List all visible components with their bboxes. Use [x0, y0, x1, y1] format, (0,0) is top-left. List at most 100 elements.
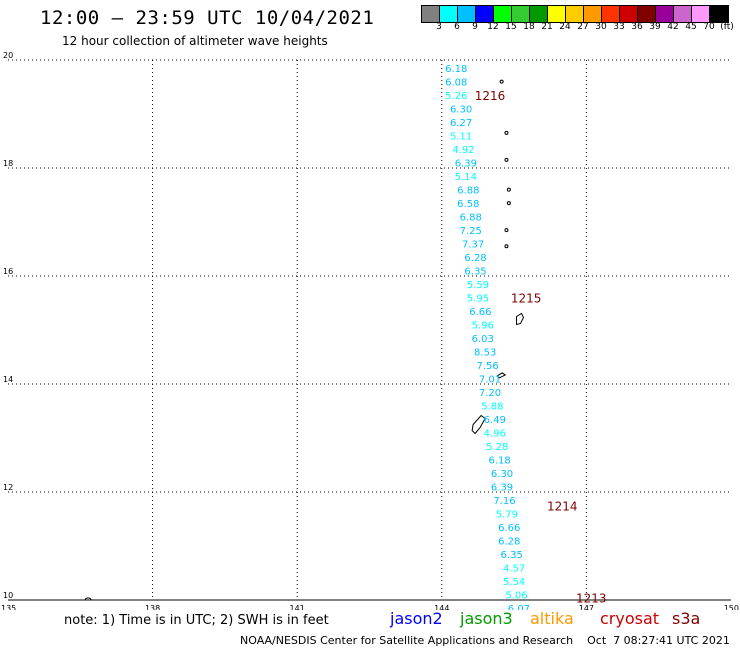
- swh-value-label: 6.35: [464, 267, 486, 278]
- swh-value-label: 5.26: [445, 91, 467, 102]
- legend-swatch: [674, 6, 692, 22]
- swh-value-label: 8.53: [474, 348, 496, 359]
- legend-swatch: [494, 6, 512, 22]
- color-legend-bar: [421, 5, 729, 23]
- legend-swatch: [620, 6, 638, 22]
- time-label: 1214: [547, 500, 578, 514]
- swh-value-label: 6.18: [445, 64, 467, 75]
- legend-label: 9: [472, 22, 478, 32]
- island-outline: [506, 187, 511, 192]
- guam-outline: [471, 414, 486, 435]
- swh-value-label: 6.88: [460, 213, 482, 224]
- swh-value-label: 6.07: [508, 604, 530, 610]
- swh-value-label: 5.06: [505, 591, 527, 602]
- x-tick-label: 150: [724, 604, 739, 610]
- swh-value-label: 7.01: [479, 375, 501, 386]
- swh-value-label: 6.30: [450, 105, 472, 116]
- legend-label: 42: [667, 22, 679, 32]
- legend-label: 27: [577, 22, 589, 32]
- satellite-legend-jason3: jason3: [460, 609, 513, 628]
- legend-swatch: [656, 6, 674, 22]
- x-tick-label: 135: [1, 604, 16, 610]
- satellite-legend-jason2: jason2: [390, 609, 443, 628]
- swh-value-label: 6.18: [489, 456, 511, 467]
- legend-swatch: [638, 6, 656, 22]
- legend-label: 36: [631, 22, 643, 32]
- swh-value-label: 5.95: [467, 294, 489, 305]
- chart-title: 12:00 – 23:59 UTC 10/04/2021: [40, 7, 375, 29]
- legend-label: 30: [595, 22, 607, 32]
- legend-swatch: [548, 6, 566, 22]
- swh-value-label: 6.66: [469, 307, 491, 318]
- swh-value-label: 6.58: [457, 199, 479, 210]
- y-tick-label: 20: [3, 51, 13, 60]
- island-outline: [504, 130, 509, 135]
- legend-label: 70: [703, 22, 715, 32]
- legend-swatch: [692, 6, 710, 22]
- legend-label: 39: [649, 22, 661, 32]
- chart-subtitle: 12 hour collection of altimeter wave hei…: [62, 34, 328, 48]
- y-tick-label: 16: [3, 267, 13, 276]
- swh-value-label: 6.03: [472, 334, 494, 345]
- swh-value-label: 6.66: [498, 523, 520, 534]
- x-tick-label: 144: [434, 604, 449, 610]
- island-outline: [504, 244, 509, 249]
- legend-label: 24: [559, 22, 571, 32]
- swh-value-label: 5.28: [486, 442, 508, 453]
- legend-swatch: [566, 6, 584, 22]
- legend-label: 45: [685, 22, 697, 32]
- legend-swatch: [602, 6, 620, 22]
- swh-value-label: 4.92: [452, 145, 474, 156]
- swh-value-label: 6.28: [464, 253, 486, 264]
- legend-label: 33: [613, 22, 625, 32]
- island-outline: [499, 79, 504, 84]
- swh-value-label: 6.39: [455, 159, 477, 170]
- satellite-legend-s3a: s3a: [672, 609, 701, 628]
- credit-footer: NOAA/NESDIS Center for Satellite Applica…: [240, 634, 730, 647]
- swh-value-label: 6.39: [491, 483, 513, 494]
- x-tick-label: 138: [145, 604, 160, 610]
- legend-label: 6: [454, 22, 460, 32]
- footnote: note: 1) Time is in UTC; 2) SWH is in fe…: [64, 613, 329, 628]
- swh-value-label: 7.16: [493, 496, 515, 507]
- legend-swatch: [530, 6, 548, 22]
- swh-value-label: 4.96: [484, 429, 506, 440]
- x-tick-label: 147: [579, 604, 594, 610]
- legend-swatch: [710, 6, 728, 22]
- time-label: 1216: [475, 89, 506, 103]
- swh-value-label: 7.56: [476, 361, 498, 372]
- legend-label: (ft): [720, 22, 734, 32]
- satellite-legend-cryosat: cryosat: [600, 609, 660, 628]
- swh-value-label: 6.28: [498, 537, 520, 548]
- map-plot: 135 138 141 144 147 150 10 1214 16 18 20 6.18 6.08 5.…: [1, 51, 739, 610]
- x-tick-label: 141: [290, 604, 305, 610]
- legend-label: 15: [505, 22, 517, 32]
- time-label: 1213: [576, 591, 607, 605]
- swh-value-label: 7.25: [460, 226, 482, 237]
- legend-swatch: [512, 6, 530, 22]
- time-label: 1215: [511, 292, 542, 306]
- legend-swatch: [584, 6, 602, 22]
- y-tick-label: 10: [3, 591, 13, 600]
- swh-value-label: 4.57: [503, 564, 525, 575]
- swh-value-label: 6.08: [445, 78, 467, 89]
- swh-value-label: 5.14: [455, 172, 477, 183]
- swh-value-label: 6.49: [484, 415, 506, 426]
- legend-label: 3: [436, 22, 442, 32]
- island-outline: [496, 372, 507, 379]
- legend-label: 18: [523, 22, 535, 32]
- swh-value-label: 5.59: [467, 280, 489, 291]
- swh-value-label: 5.54: [503, 577, 525, 588]
- legend-swatch: [476, 6, 494, 22]
- y-tick-label: 18: [3, 159, 13, 168]
- swh-value-label: 7.20: [479, 388, 501, 399]
- island-outline: [504, 228, 509, 233]
- legend-label: 12: [487, 22, 499, 32]
- satellite-legend-altika: altika: [530, 609, 574, 628]
- yap-outline: [84, 597, 92, 601]
- y-tick-label: 12: [3, 483, 13, 492]
- swh-value-label: 5.79: [496, 510, 518, 521]
- legend-swatch: [440, 6, 458, 22]
- legend-swatch: [422, 6, 440, 22]
- swh-value-label: 7.37: [462, 240, 484, 251]
